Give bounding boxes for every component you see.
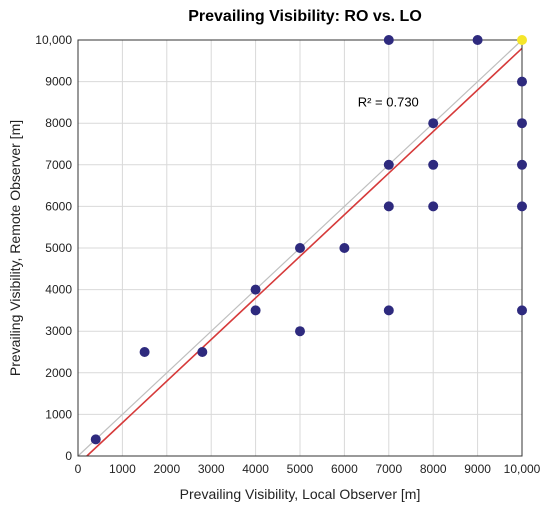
x-tick-label: 1000 [109,462,136,476]
data-point [197,347,208,357]
data-point [383,201,394,212]
data-point [517,118,527,129]
x-tick-label: 0 [75,462,82,476]
data-point [517,76,527,87]
x-tick-label: 9000 [464,462,491,476]
y-tick-label: 10,000 [35,33,72,47]
data-point [295,243,305,253]
y-tick-label: 2000 [45,366,72,380]
data-point [428,159,439,170]
data-point [383,159,394,170]
fit-line [86,47,523,457]
x-tick-label: 8000 [420,462,447,476]
y-tick-label: 0 [65,449,72,463]
x-tick-label: 5000 [287,462,314,476]
x-tick-label: 7000 [375,462,402,476]
data-point [383,35,394,45]
x-tick-label: 3000 [198,462,225,476]
tick-labels: 0 1000 2000 3000 4000 5000 6000 7000 8000 9000 10,… [35,33,540,476]
data-point [472,35,483,45]
data-point-highlight [517,35,527,45]
y-tick-label: 5000 [45,241,72,255]
data-point [90,434,101,445]
x-axis-label: Prevailing Visibility, Local Observer [m… [180,486,421,502]
data-point [517,305,527,316]
y-tick-label: 9000 [45,75,72,89]
y-tick-label: 8000 [45,116,72,130]
data-point [295,326,305,337]
y-tick-label: 1000 [45,407,72,421]
data-points [90,35,527,445]
y-axis-label: Prevailing Visibility, Remote Observer [… [7,120,23,376]
plot-frame [77,39,523,457]
data-point [517,159,527,170]
x-tick-label: 10,000 [504,462,541,476]
y-tick-label: 6000 [45,199,72,213]
data-point [250,284,261,295]
data-point [428,201,439,212]
data-point [139,347,150,357]
x-tick-label: 4000 [242,462,269,476]
r-squared-annotation: R² = 0.730 [358,95,419,110]
data-point [383,305,394,316]
x-tick-label: 6000 [331,462,358,476]
y-tick-label: 7000 [45,158,72,172]
data-point [428,118,439,129]
y-tick-label: 3000 [45,324,72,338]
data-point [250,305,261,316]
y-tick-label: 4000 [45,283,72,297]
chart-title: Prevailing Visibility: RO vs. LO [188,8,422,25]
x-tick-label: 2000 [153,462,180,476]
data-point [517,201,527,212]
data-point [339,243,350,253]
